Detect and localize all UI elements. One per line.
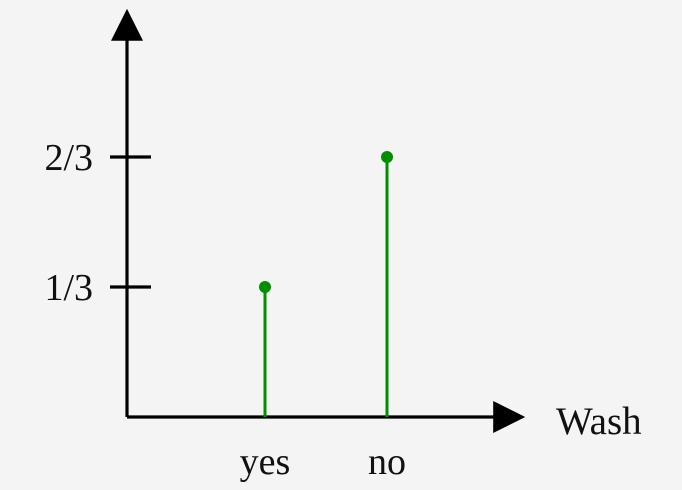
y-tick-label: 2/3 bbox=[44, 137, 93, 179]
x-axis-label: Wash bbox=[556, 400, 642, 443]
x-category-label: yes bbox=[240, 441, 291, 483]
x-category-label: no bbox=[368, 441, 406, 483]
x-category-labels: yes no bbox=[240, 441, 406, 483]
y-tick-label: 1/3 bbox=[44, 267, 93, 309]
y-ticks: 1/3 2/3 bbox=[44, 137, 151, 309]
stems bbox=[259, 150, 393, 417]
stem-point-no bbox=[381, 150, 393, 163]
stem-point-yes bbox=[259, 281, 271, 294]
